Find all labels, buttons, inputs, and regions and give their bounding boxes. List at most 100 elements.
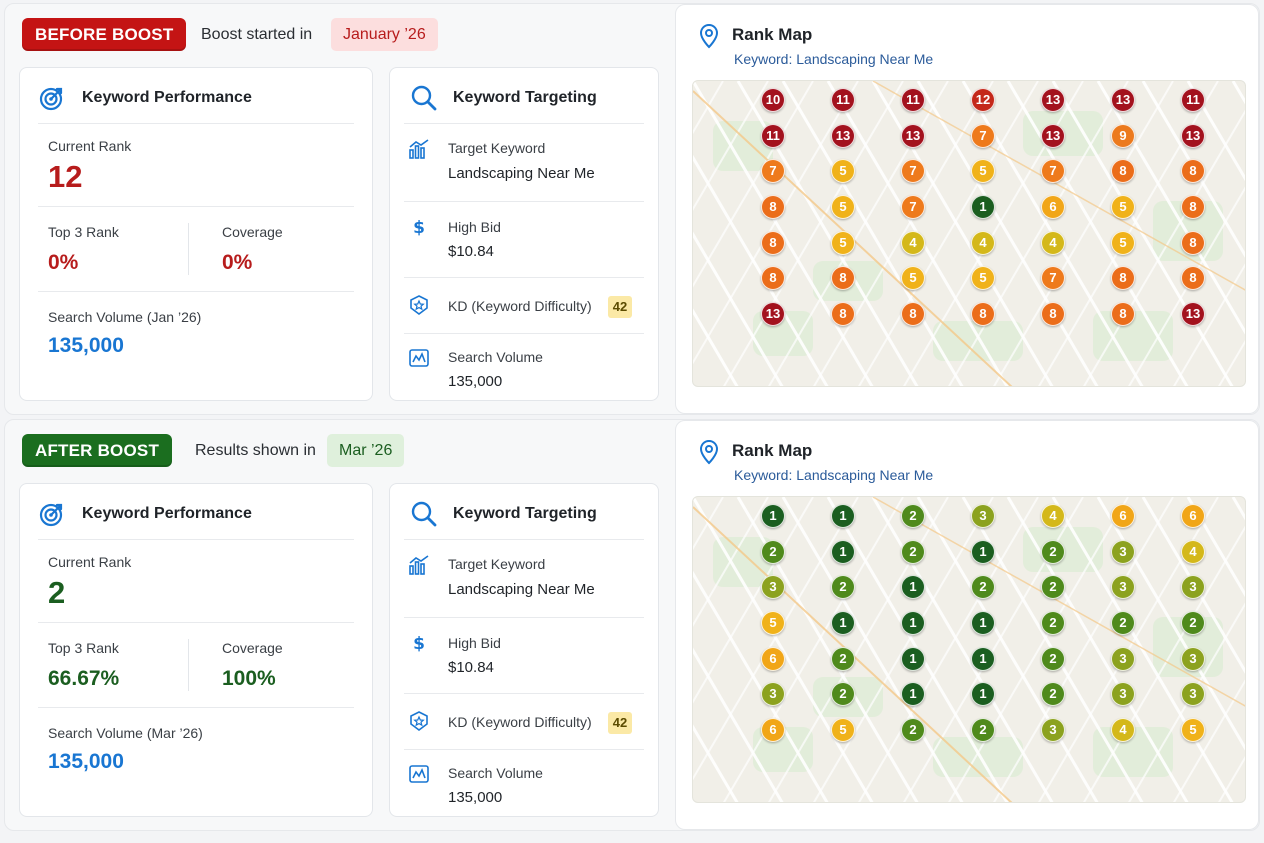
rank-pin[interactable]: 13 <box>761 302 785 326</box>
rank-pin[interactable]: 2 <box>831 646 855 671</box>
rank-pin[interactable]: 6 <box>761 718 785 742</box>
rank-pin[interactable]: 1 <box>901 611 925 635</box>
rank-pin[interactable]: 11 <box>1181 88 1205 112</box>
rank-pin[interactable]: 2 <box>1041 682 1065 707</box>
rank-pin[interactable]: 1 <box>831 504 855 528</box>
rank-pin[interactable]: 8 <box>971 302 995 326</box>
rank-pin[interactable]: 3 <box>1111 682 1135 707</box>
rank-pin[interactable]: 10 <box>761 88 785 112</box>
rank-pin[interactable]: 13 <box>901 123 925 148</box>
rank-pin[interactable]: 5 <box>901 266 925 291</box>
rank-pin[interactable]: 11 <box>761 123 785 148</box>
rank-pin[interactable]: 5 <box>761 611 785 635</box>
rank-pin[interactable]: 2 <box>901 504 925 528</box>
rank-pin[interactable]: 7 <box>761 159 785 184</box>
rank-pin[interactable]: 8 <box>1181 195 1205 219</box>
rank-pin[interactable]: 1 <box>901 682 925 707</box>
rank-pin[interactable]: 7 <box>1041 159 1065 184</box>
rank-pin[interactable]: 13 <box>831 123 855 148</box>
rank-pin[interactable]: 5 <box>831 718 855 742</box>
rank-pin[interactable]: 3 <box>1041 718 1065 742</box>
rank-pin[interactable]: 3 <box>1111 646 1135 671</box>
rank-pin[interactable]: 4 <box>901 230 925 255</box>
rank-pin[interactable]: 1 <box>831 539 855 564</box>
rank-pin[interactable]: 13 <box>1041 88 1065 112</box>
rank-pin[interactable]: 2 <box>1041 611 1065 635</box>
rank-pin[interactable]: 2 <box>971 575 995 600</box>
rank-pin[interactable]: 2 <box>971 718 995 742</box>
rank-pin[interactable]: 1 <box>901 646 925 671</box>
rank-pin[interactable]: 1 <box>971 195 995 219</box>
rank-pin[interactable]: 2 <box>901 718 925 742</box>
rank-pin[interactable]: 8 <box>761 195 785 219</box>
rank-pin[interactable]: 2 <box>1111 611 1135 635</box>
rank-pin[interactable]: 8 <box>1111 266 1135 291</box>
rank-pin[interactable]: 5 <box>831 230 855 255</box>
rank-pin[interactable]: 4 <box>1041 504 1065 528</box>
rank-pin[interactable]: 2 <box>901 539 925 564</box>
rank-pin[interactable]: 5 <box>831 159 855 184</box>
rank-pin[interactable]: 3 <box>971 504 995 528</box>
rank-pin[interactable]: 11 <box>831 88 855 112</box>
rank-pin[interactable]: 8 <box>761 266 785 291</box>
rank-pin[interactable]: 2 <box>1181 611 1205 635</box>
rank-pin[interactable]: 3 <box>1181 646 1205 671</box>
rank-pin[interactable]: 3 <box>1111 575 1135 600</box>
rank-pin[interactable]: 7 <box>901 159 925 184</box>
rank-pin[interactable]: 2 <box>761 539 785 564</box>
rank-pin[interactable]: 5 <box>971 266 995 291</box>
rank-pin[interactable]: 4 <box>1041 230 1065 255</box>
rank-pin[interactable]: 6 <box>1041 195 1065 219</box>
rank-pin[interactable]: 3 <box>761 575 785 600</box>
rank-pin[interactable]: 13 <box>1041 123 1065 148</box>
rank-pin[interactable]: 12 <box>971 88 995 112</box>
rank-pin[interactable]: 6 <box>1181 504 1205 528</box>
rank-pin[interactable]: 13 <box>1181 123 1205 148</box>
rank-pin[interactable]: 8 <box>1181 230 1205 255</box>
rank-pin[interactable]: 6 <box>761 646 785 671</box>
rank-pin[interactable]: 8 <box>831 266 855 291</box>
rank-pin[interactable]: 8 <box>761 230 785 255</box>
rank-pin[interactable]: 5 <box>971 159 995 184</box>
rank-pin[interactable]: 8 <box>901 302 925 326</box>
rank-pin[interactable]: 4 <box>1111 718 1135 742</box>
rank-pin[interactable]: 8 <box>1111 302 1135 326</box>
rank-pin[interactable]: 5 <box>831 195 855 219</box>
rank-pin[interactable]: 1 <box>971 611 995 635</box>
rank-pin[interactable]: 5 <box>1111 230 1135 255</box>
rank-pin[interactable]: 5 <box>1181 718 1205 742</box>
rank-pin[interactable]: 1 <box>971 682 995 707</box>
rank-pin[interactable]: 1 <box>761 504 785 528</box>
rank-pin[interactable]: 11 <box>901 88 925 112</box>
rank-pin[interactable]: 8 <box>831 302 855 326</box>
rank-pin[interactable]: 9 <box>1111 123 1135 148</box>
rank-pin[interactable]: 1 <box>901 575 925 600</box>
rank-pin[interactable]: 7 <box>1041 266 1065 291</box>
rank-pin[interactable]: 13 <box>1181 302 1205 326</box>
rank-pin[interactable]: 8 <box>1041 302 1065 326</box>
rank-pin[interactable]: 8 <box>1181 266 1205 291</box>
rank-pin[interactable]: 2 <box>1041 575 1065 600</box>
rank-pin[interactable]: 2 <box>831 682 855 707</box>
rank-pin[interactable]: 1 <box>971 646 995 671</box>
rank-map[interactable]: 1 1 2 3 4 6 6 2 1 2 1 2 3 4 3 2 1 2 2 3 3 5 1 1 1 2 2 2 6 2 1 1 2 3 3 3 2 1 1 2… <box>692 496 1246 803</box>
rank-pin[interactable]: 6 <box>1111 504 1135 528</box>
rank-pin[interactable]: 13 <box>1111 88 1135 112</box>
rank-pin[interactable]: 2 <box>1041 539 1065 564</box>
rank-pin[interactable]: 1 <box>831 611 855 635</box>
rank-pin[interactable]: 8 <box>1111 159 1135 184</box>
rank-map[interactable]: 10 11 11 12 13 13 11 11 13 13 7 13 9 13 7 5 7 5 7 8 8 8 5 7 1 6 5 8… <box>692 80 1246 387</box>
rank-pin[interactable]: 2 <box>1041 646 1065 671</box>
rank-pin[interactable]: 1 <box>971 539 995 564</box>
rank-pin[interactable]: 4 <box>1181 539 1205 564</box>
rank-pin[interactable]: 3 <box>1181 575 1205 600</box>
rank-pin[interactable]: 4 <box>971 230 995 255</box>
rank-pin[interactable]: 2 <box>831 575 855 600</box>
rank-pin[interactable]: 8 <box>1181 159 1205 184</box>
rank-pin[interactable]: 7 <box>901 195 925 219</box>
rank-pin[interactable]: 3 <box>1181 682 1205 707</box>
rank-pin[interactable]: 3 <box>761 682 785 707</box>
rank-pin[interactable]: 7 <box>971 123 995 148</box>
rank-pin[interactable]: 3 <box>1111 539 1135 564</box>
rank-pin[interactable]: 5 <box>1111 195 1135 219</box>
